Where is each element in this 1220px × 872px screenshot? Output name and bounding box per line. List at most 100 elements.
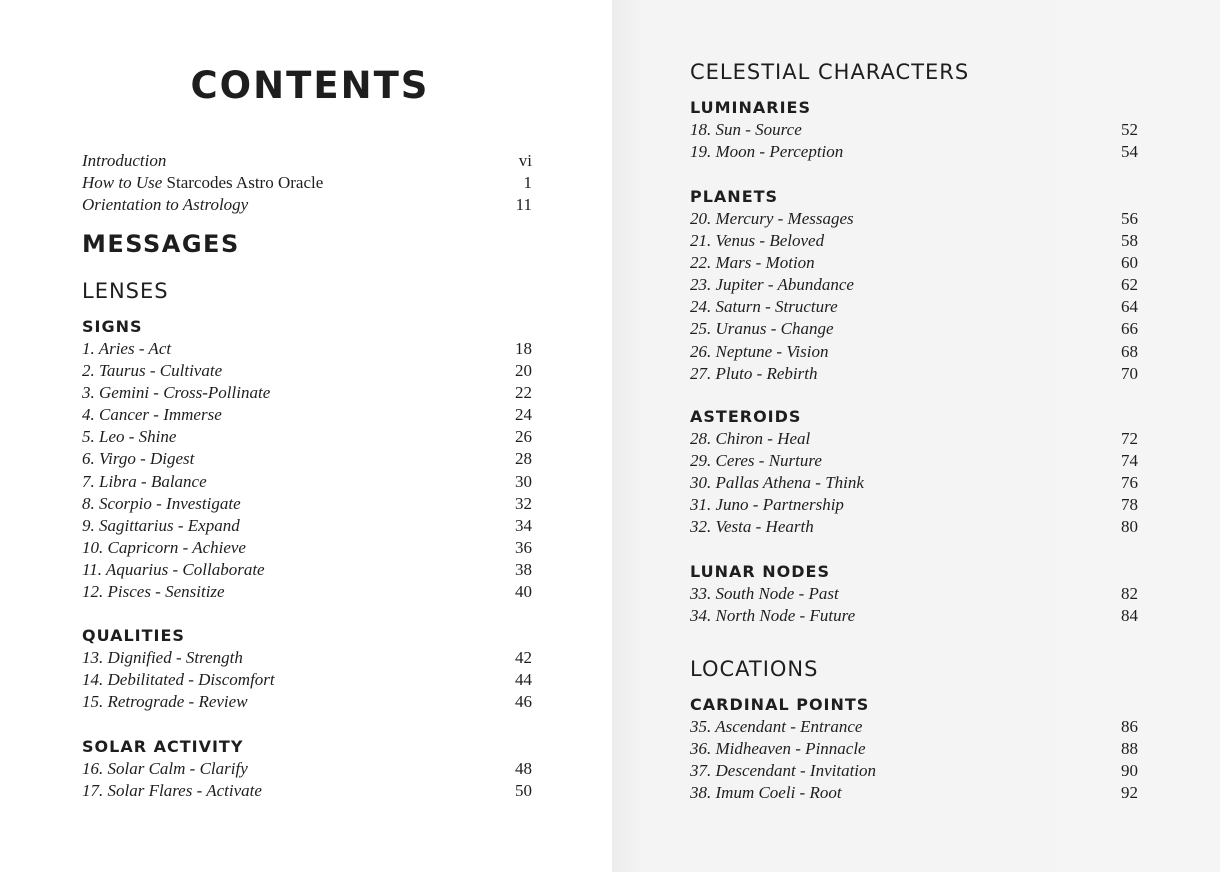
entry-page-number: 80 [1121, 517, 1138, 537]
entry-label: 6. Virgo - Digest [82, 448, 194, 470]
toc-entry: 34. North Node - Future 84 [690, 605, 1138, 627]
entry-title: 19. Moon - Perception [690, 142, 844, 162]
entry-title: 11. Aquarius - Collaborate [82, 559, 265, 579]
entry-title: 3. Gemini - Cross-Pollinate [82, 383, 271, 403]
entry-label: 38. Imum Coeli - Root [690, 782, 842, 804]
entry-page-number: 74 [1121, 451, 1138, 471]
toc-entry: 20. Mercury - Messages 56 [690, 208, 1138, 230]
entry-page-number: 88 [1121, 739, 1138, 759]
entry-title: 25. Uranus - Change [690, 319, 834, 339]
toc-entry: 3. Gemini - Cross-Pollinate 22 [82, 382, 532, 404]
entry-page-number: 38 [515, 559, 532, 579]
entry-page-number: 84 [1121, 606, 1138, 626]
entry-label: 3. Gemini - Cross-Pollinate [82, 382, 270, 404]
entry-page-number: 34 [515, 515, 532, 535]
entry-title: 17. Solar Flares - Activate [82, 781, 262, 801]
entry-label: 20. Mercury - Messages [690, 208, 854, 230]
toc-entry: 13. Dignified - Strength 42 [82, 647, 532, 669]
entry-page-number: 56 [1121, 209, 1138, 228]
toc-entry: 2. Taurus - Cultivate 20 [82, 360, 532, 382]
section-heading: CELESTIAL CHARACTERS [690, 60, 970, 84]
entry-title: 26. Neptune - Vision [690, 341, 829, 361]
entry-title: 22. Mars - Motion [690, 253, 815, 273]
entry-page-number: 60 [1121, 253, 1138, 273]
entry-title: 13. Dignified - Strength [82, 648, 243, 667]
toc-entry: 27. Pluto - Rebirth 70 [690, 363, 1138, 385]
entry-label: 24. Saturn - Structure [690, 296, 838, 318]
toc-entry: 18. Sun - Source 52 [690, 119, 1138, 141]
entry-label: 13. Dignified - Strength [82, 647, 243, 669]
entry-title: 5. Leo - Shine [82, 427, 177, 447]
toc-entry: 30. Pallas Athena - Think 76 [690, 472, 1138, 494]
entry-page-number: 18 [515, 339, 532, 358]
entry-label: 21. Venus - Beloved [690, 230, 824, 252]
entry-page-number: 92 [1121, 783, 1138, 803]
entry-title: 36. Midheaven - Pinnacle [690, 739, 866, 759]
group: LUMINARIES 18. Sun - Source 52 19. Moon - P… [690, 97, 1138, 163]
entry-label: 9. Sagittarius - Expand [82, 515, 240, 537]
entry-page-number: 90 [1121, 761, 1138, 781]
toc-entry: 15. Retrograde - Review 46 [82, 691, 532, 713]
entry-label: 4. Cancer - Immerse [82, 404, 222, 426]
entry-label: 1. Aries - Act [82, 338, 171, 360]
toc-entry: 25. Uranus - Change 66 [690, 318, 1138, 340]
entry-page-number: 78 [1121, 495, 1138, 515]
entry-page-number: 1 [523, 173, 533, 193]
toc-entry: Orientation to Astrology 11 [82, 194, 532, 216]
group: SOLAR ACTIVITY 16. Solar Calm - Clarify 48… [82, 736, 532, 802]
entry-title: 10. Capricorn - Achieve [82, 537, 246, 557]
toc-entry: 38. Imum Coeli - Root 92 [690, 782, 1138, 804]
group: CARDINAL POINTS 35. Ascendant - Entrance 8… [690, 694, 1138, 804]
entry-title: 7. Libra - Balance [82, 471, 207, 491]
entry-title: 27. Pluto - Rebirth [690, 363, 818, 383]
entry-page-number: 36 [515, 537, 532, 557]
entry-page-number: 40 [515, 582, 532, 602]
entry-page-number: 22 [515, 383, 532, 403]
entry-label: 19. Moon - Perception [690, 141, 843, 163]
entry-page-number: 24 [515, 405, 532, 425]
entry-label: 14. Debilitated - Discomfort [82, 669, 275, 691]
entry-page-number: 70 [1121, 363, 1138, 383]
entry-label: 27. Pluto - Rebirth [690, 363, 817, 385]
entry-label: 15. Retrograde - Review [82, 691, 248, 713]
entry-title: How to Use [82, 173, 167, 193]
entry-label: 32. Vesta - Hearth [690, 516, 814, 538]
entry-title: Orientation to Astrology [82, 195, 249, 215]
entry-page-number: 76 [1121, 473, 1138, 493]
entry-title: 6. Virgo - Digest [82, 449, 195, 469]
part-heading: MESSAGES [82, 230, 240, 258]
entry-page-number: 48 [515, 759, 532, 778]
entry-page-number: vi [518, 151, 532, 170]
toc-entry: 36. Midheaven - Pinnacle 88 [690, 738, 1138, 760]
right-page-background [612, 0, 1220, 872]
entry-title: 30. Pallas Athena - Think [690, 473, 864, 493]
toc-entry: How to Use Starcodes Astro Oracle 1 [82, 172, 532, 194]
entry-label: 18. Sun - Source [690, 119, 802, 141]
entry-title: 32. Vesta - Hearth [690, 517, 814, 537]
entry-title: 34. North Node - Future [690, 606, 856, 626]
toc-entry: 10. Capricorn - Achieve 36 [82, 537, 532, 559]
entry-page-number: 82 [1121, 584, 1138, 603]
group: QUALITIES 13. Dignified - Strength 42 14. D… [82, 625, 532, 713]
toc-entry: 37. Descendant - Invitation 90 [690, 760, 1138, 782]
entry-title: 37. Descendant - Invitation [690, 761, 877, 781]
entry-page-number: 26 [515, 427, 532, 447]
entry-label: 23. Jupiter - Abundance [690, 274, 854, 296]
toc-entry: 28. Chiron - Heal 72 [690, 428, 1138, 450]
entry-page-number: 30 [515, 471, 532, 491]
entry-title: 12. Pisces - Sensitize [82, 582, 225, 602]
toc-entry: 7. Libra - Balance 30 [82, 471, 532, 493]
entry-label: 35. Ascendant - Entrance [690, 716, 862, 738]
toc-entry: 32. Vesta - Hearth 80 [690, 516, 1138, 538]
entry-label: 8. Scorpio - Investigate [82, 493, 241, 515]
group: SIGNS 1. Aries - Act 18 2. Taurus - Cultiva… [82, 316, 532, 603]
entry-label: Introduction [82, 150, 166, 172]
entry-page-number: 20 [515, 361, 532, 381]
entry-label: 2. Taurus - Cultivate [82, 360, 222, 382]
entry-label: 28. Chiron - Heal [690, 428, 810, 450]
entry-label: 12. Pisces - Sensitize [82, 581, 225, 603]
entry-title: 8. Scorpio - Investigate [82, 493, 241, 513]
contents-title: CONTENTS [190, 64, 430, 107]
group: PLANETS 20. Mercury - Messages 56 21. Venus… [690, 186, 1138, 385]
toc-entry: 33. South Node - Past 82 [690, 583, 1138, 605]
